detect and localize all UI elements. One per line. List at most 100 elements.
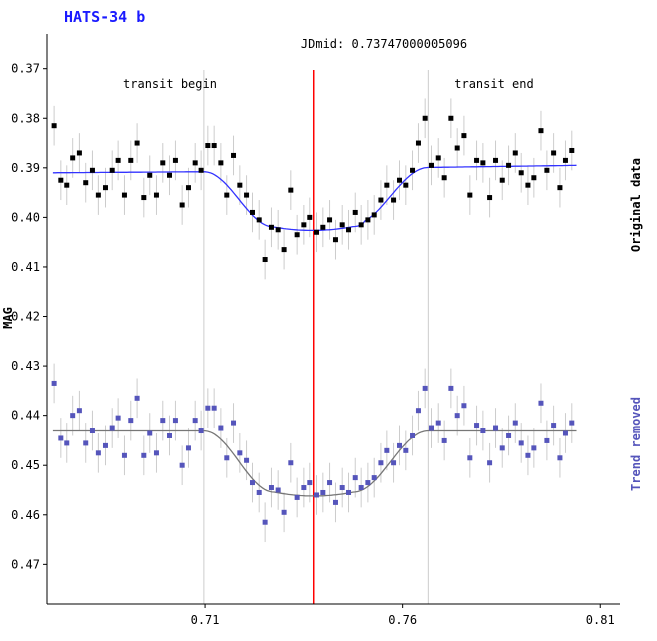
original-data-point bbox=[167, 172, 173, 178]
transit-begin-label: transit begin bbox=[123, 77, 217, 91]
original-data-point bbox=[128, 157, 134, 163]
trend-removed-point bbox=[307, 480, 313, 486]
original-data-point bbox=[506, 162, 512, 168]
original-data-point bbox=[218, 160, 224, 166]
trend-removed-point bbox=[134, 395, 140, 401]
trend-removed-point bbox=[262, 519, 268, 525]
trend-removed-point bbox=[256, 489, 262, 495]
trend-removed-point bbox=[128, 418, 134, 424]
trend-removed-point bbox=[205, 405, 211, 411]
trend-removed-point bbox=[346, 489, 352, 495]
original-data-point bbox=[493, 157, 499, 163]
original-data-point bbox=[562, 157, 568, 163]
trend-removed-point bbox=[422, 385, 428, 391]
trend-removed-point bbox=[525, 452, 531, 458]
trend-removed-point bbox=[493, 425, 499, 431]
original-data-point bbox=[262, 257, 268, 263]
original-data-point bbox=[224, 192, 230, 198]
trend-removed-point bbox=[275, 487, 281, 493]
original-data-point bbox=[352, 209, 358, 215]
original-data-point bbox=[153, 192, 159, 198]
trend-removed-point bbox=[198, 428, 204, 434]
trend-removed-point bbox=[429, 425, 435, 431]
original-data-point bbox=[551, 150, 557, 156]
original-data-point bbox=[384, 182, 390, 188]
x-tick-label: 0.81 bbox=[586, 613, 615, 627]
trend-removed-point bbox=[435, 420, 441, 426]
trend-removed-point bbox=[551, 423, 557, 429]
trend-removed-point bbox=[58, 435, 64, 441]
x-tick-label: 0.76 bbox=[388, 613, 417, 627]
trend-removed-point bbox=[378, 460, 384, 466]
original-data-point bbox=[467, 192, 473, 198]
trend-removed-point bbox=[569, 420, 575, 426]
original-data-point bbox=[518, 170, 524, 176]
trend-removed-point bbox=[89, 428, 95, 434]
original-data-point bbox=[147, 172, 153, 178]
original-data-point bbox=[134, 140, 140, 146]
trend-removed-point bbox=[557, 455, 563, 461]
trend-removed-point bbox=[391, 460, 397, 466]
trend-removed-point bbox=[512, 420, 518, 426]
original-data-point bbox=[499, 177, 505, 183]
original-data-point bbox=[429, 162, 435, 168]
original-data-point bbox=[327, 217, 333, 223]
trend-removed-point bbox=[544, 437, 550, 443]
original-data-point bbox=[185, 185, 191, 191]
original-data-point bbox=[192, 160, 198, 166]
trend-removed-point bbox=[384, 447, 390, 453]
trend-removed-point bbox=[506, 432, 512, 438]
original-data-point bbox=[58, 177, 64, 183]
original-data-point bbox=[531, 175, 537, 181]
trend-removed-point bbox=[83, 440, 89, 446]
trend-removed-point bbox=[160, 418, 166, 424]
trend-removed-point bbox=[109, 425, 115, 431]
original-data-point bbox=[95, 192, 101, 198]
trend-removed-point bbox=[121, 452, 127, 458]
original-data-point bbox=[249, 209, 255, 215]
trend-removed-point bbox=[281, 509, 287, 515]
y-axis-label: MAG bbox=[1, 307, 15, 329]
trend-removed-point bbox=[320, 489, 326, 495]
original-data-point bbox=[109, 167, 115, 173]
original-data-point bbox=[358, 222, 364, 228]
original-data-point bbox=[314, 229, 320, 235]
original-data-point bbox=[422, 115, 428, 121]
data-points bbox=[51, 115, 575, 525]
trend-removed-point bbox=[467, 455, 473, 461]
original-data-point bbox=[179, 202, 185, 208]
original-data-point bbox=[448, 115, 454, 121]
original-data-point bbox=[512, 150, 518, 156]
trend-removed-point bbox=[396, 442, 402, 448]
original-data-point bbox=[544, 167, 550, 173]
trend-removed-point bbox=[358, 485, 364, 491]
trend-removed-point bbox=[499, 445, 505, 451]
trend-removed-point bbox=[365, 480, 371, 486]
trend-removed-point bbox=[301, 485, 307, 491]
y-tick-label: 0.37 bbox=[11, 62, 40, 76]
trend-removed-point bbox=[231, 420, 237, 426]
original-data-point bbox=[231, 152, 237, 158]
trend-removed-point bbox=[294, 494, 300, 500]
original-data-point bbox=[365, 217, 371, 223]
trend-removed-point bbox=[268, 485, 274, 491]
original-data-point bbox=[281, 247, 287, 253]
original-data-point bbox=[172, 157, 178, 163]
original-data-point bbox=[339, 222, 345, 228]
original-data-label: Original data bbox=[629, 158, 643, 252]
trend-removed-point bbox=[76, 408, 82, 414]
trend-removed-point bbox=[314, 492, 320, 498]
trend-removed-point bbox=[172, 418, 178, 424]
y-tick-label: 0.40 bbox=[11, 210, 40, 224]
trend-removed-point bbox=[538, 400, 544, 406]
trend-removed-point bbox=[454, 413, 460, 419]
original-data-point bbox=[538, 128, 544, 134]
original-data-point bbox=[480, 160, 486, 166]
original-data-point bbox=[454, 145, 460, 151]
trend-removed-point bbox=[167, 432, 173, 438]
original-data-point bbox=[346, 227, 352, 233]
trend-removed-point bbox=[244, 457, 250, 463]
trend-removed-point bbox=[562, 430, 568, 436]
original-data-point bbox=[301, 222, 307, 228]
